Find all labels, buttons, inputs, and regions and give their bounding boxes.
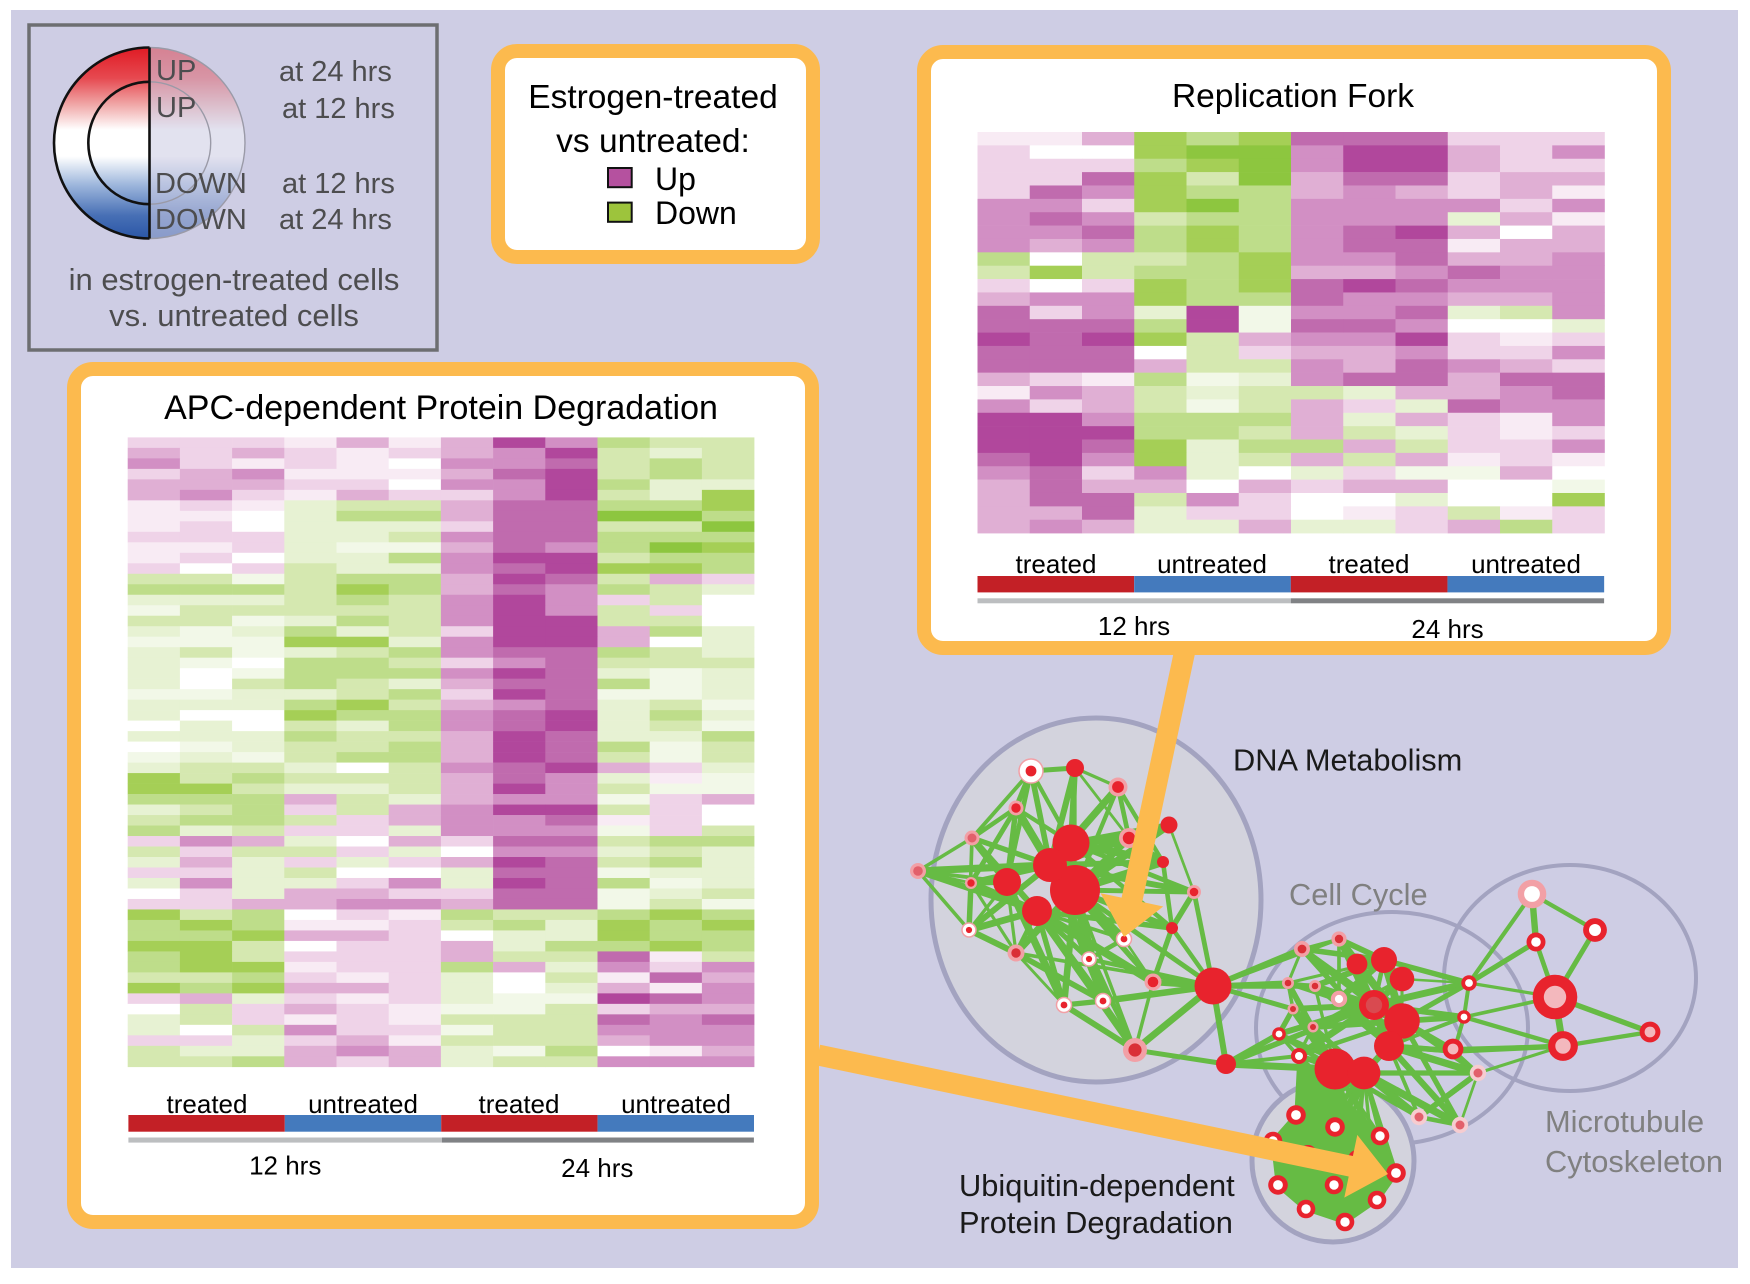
svg-text:treated: treated <box>1016 549 1097 579</box>
svg-text:24 hrs: 24 hrs <box>1411 614 1483 644</box>
svg-text:APC-dependent Protein Degradat: APC-dependent Protein Degradation <box>164 389 718 427</box>
svg-text:Microtubule: Microtubule <box>1545 1104 1704 1139</box>
svg-text:untreated: untreated <box>621 1089 731 1119</box>
svg-text:at 24 hrs: at 24 hrs <box>279 56 392 88</box>
svg-text:UP: UP <box>156 55 196 87</box>
svg-text:untreated: untreated <box>308 1089 418 1119</box>
svg-text:vs untreated:: vs untreated: <box>556 123 750 160</box>
svg-text:at 24 hrs: at 24 hrs <box>279 204 392 236</box>
svg-text:DNA Metabolism: DNA Metabolism <box>1233 743 1462 778</box>
svg-text:Cell Cycle: Cell Cycle <box>1289 877 1428 912</box>
svg-text:Cytoskeleton: Cytoskeleton <box>1545 1144 1723 1179</box>
svg-text:Up: Up <box>655 161 696 197</box>
svg-text:at 12 hrs: at 12 hrs <box>282 168 395 200</box>
svg-text:untreated: untreated <box>1157 549 1267 579</box>
svg-text:treated: treated <box>479 1089 560 1119</box>
svg-text:Estrogen-treated: Estrogen-treated <box>528 79 778 116</box>
svg-text:treated: treated <box>167 1089 248 1119</box>
svg-text:Down: Down <box>655 195 737 231</box>
svg-text:Protein Degradation: Protein Degradation <box>959 1205 1233 1240</box>
svg-text:DOWN: DOWN <box>155 204 247 236</box>
svg-text:vs. untreated cells: vs. untreated cells <box>109 298 359 333</box>
svg-text:Replication Fork: Replication Fork <box>1172 78 1414 115</box>
svg-text:12 hrs: 12 hrs <box>1098 611 1170 641</box>
svg-text:24 hrs: 24 hrs <box>561 1153 633 1183</box>
svg-text:Ubiquitin-dependent: Ubiquitin-dependent <box>959 1168 1235 1203</box>
svg-text:DOWN: DOWN <box>155 168 247 200</box>
svg-text:UP: UP <box>156 92 196 124</box>
svg-text:treated: treated <box>1329 549 1410 579</box>
svg-text:12 hrs: 12 hrs <box>249 1150 321 1180</box>
svg-text:at 12 hrs: at 12 hrs <box>282 93 395 125</box>
svg-text:in estrogen-treated cells: in estrogen-treated cells <box>69 262 400 297</box>
svg-text:untreated: untreated <box>1471 549 1581 579</box>
